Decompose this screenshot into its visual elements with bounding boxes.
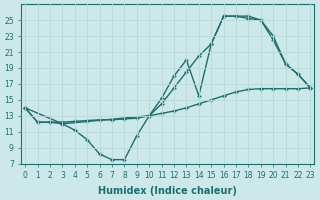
X-axis label: Humidex (Indice chaleur): Humidex (Indice chaleur) [98, 186, 237, 196]
